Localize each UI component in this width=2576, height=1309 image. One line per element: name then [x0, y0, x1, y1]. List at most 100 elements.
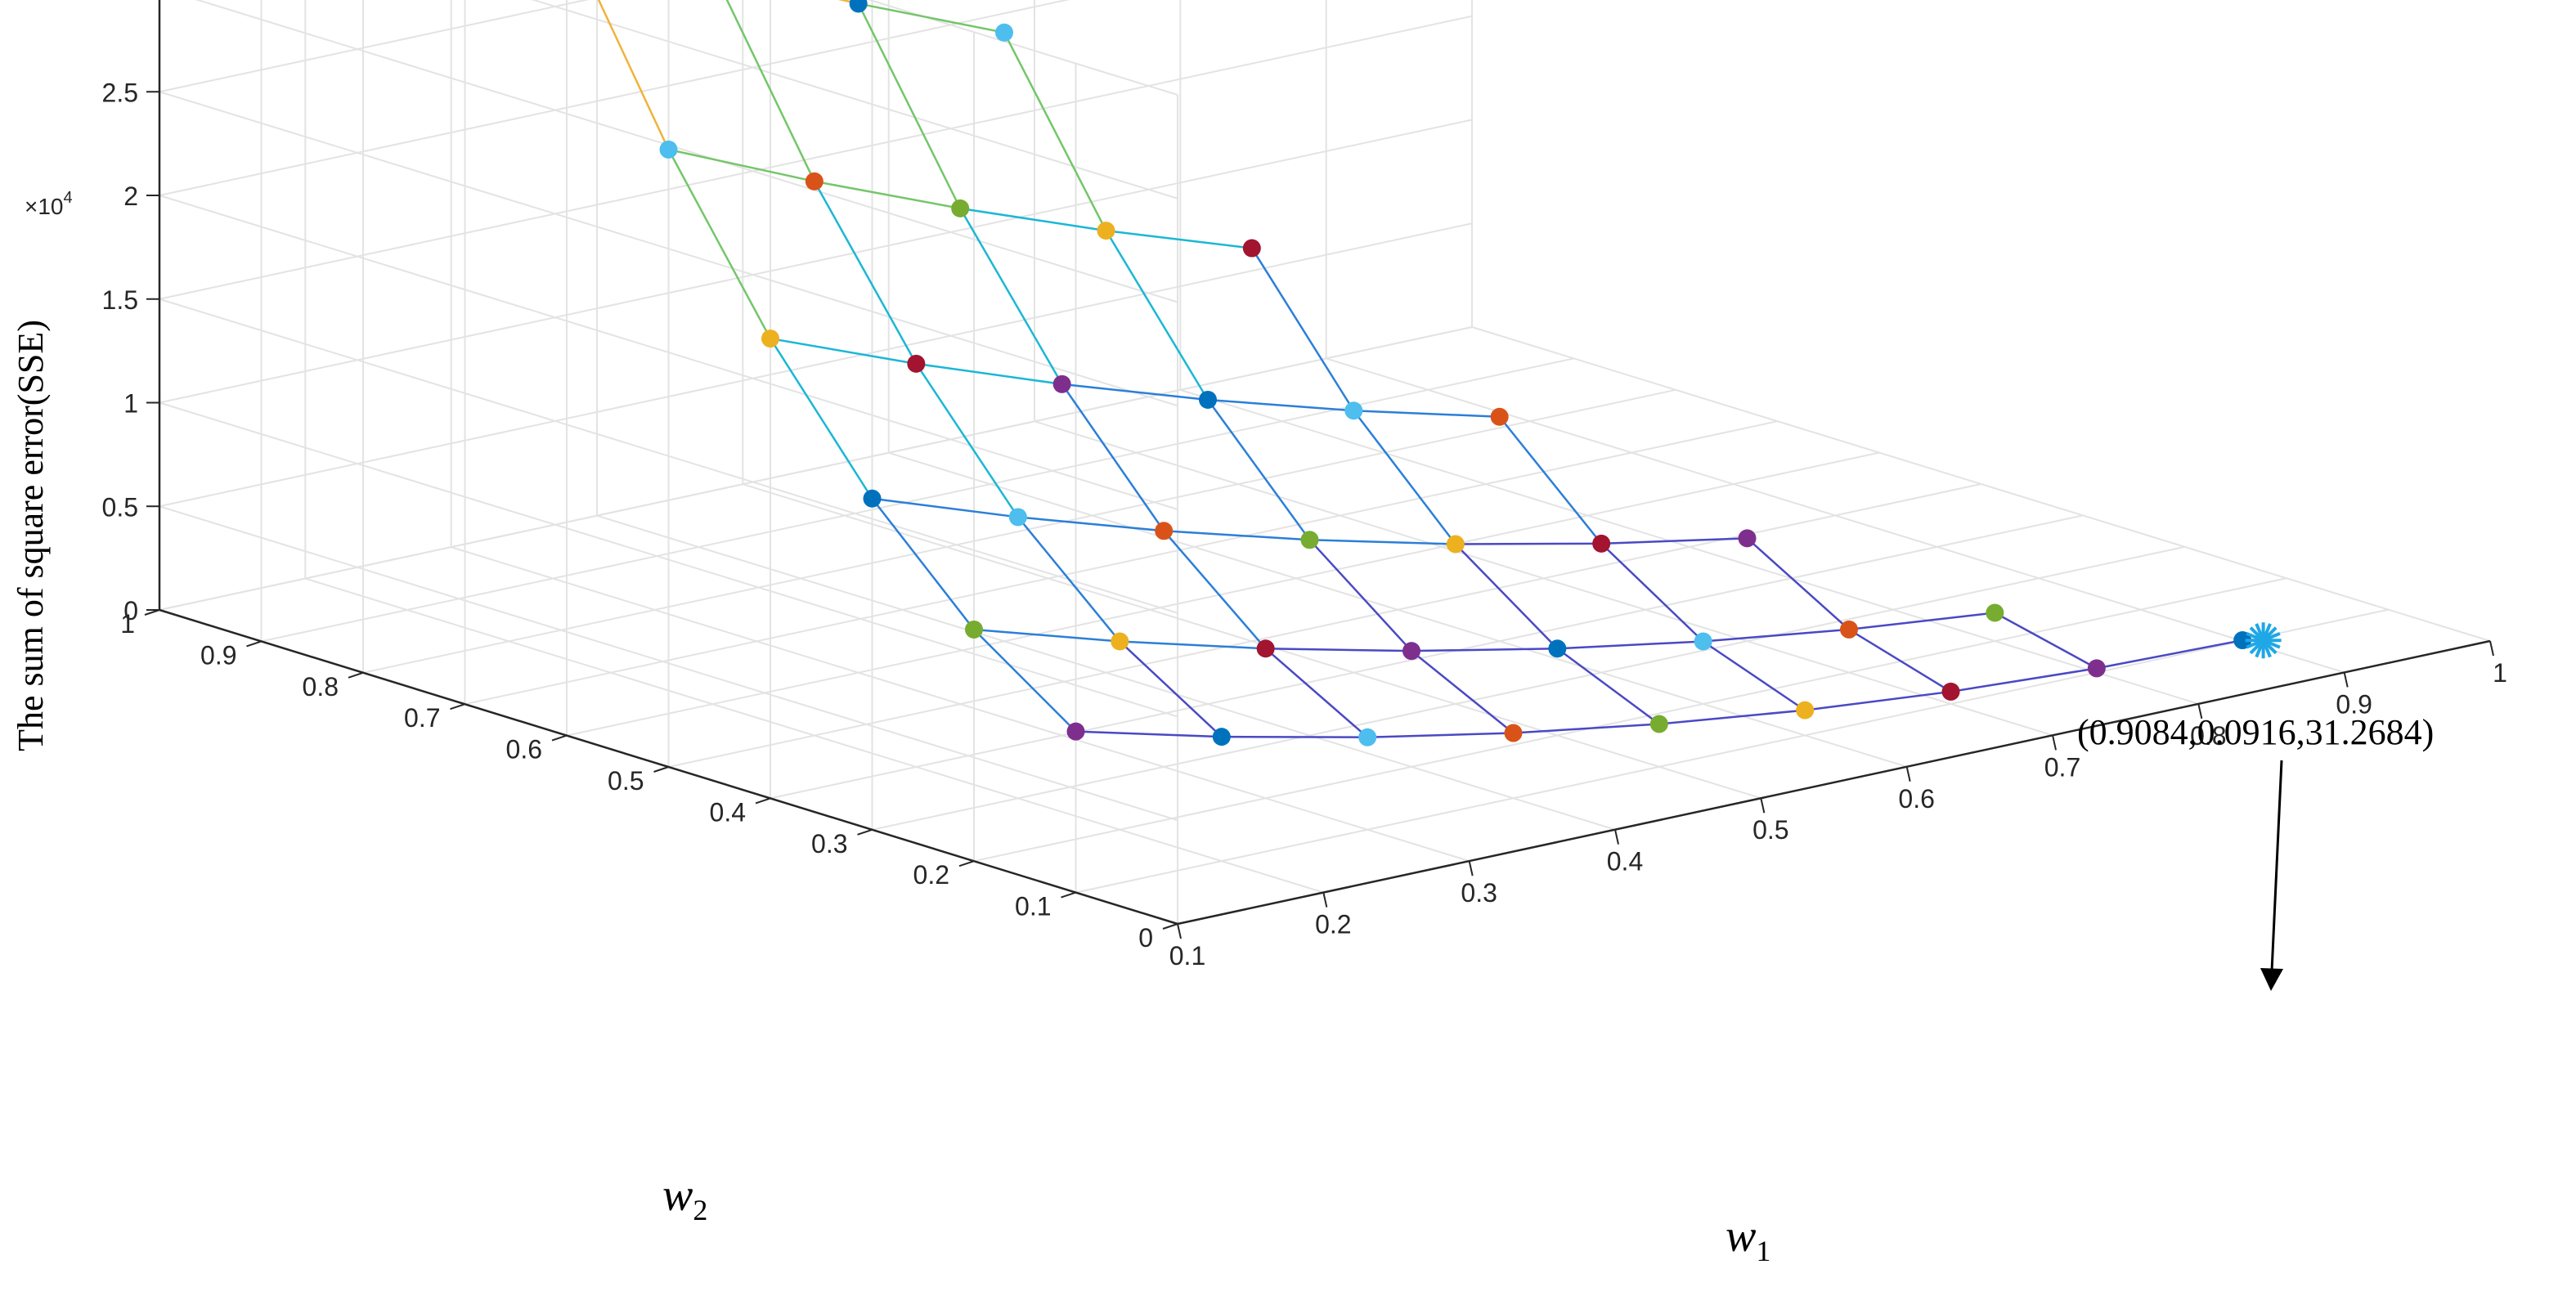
wall-gridline-z [159, 195, 1178, 510]
y-tick-label: 0.7 [404, 703, 440, 733]
z-tick-label: 2.5 [102, 78, 138, 107]
sse-point [1738, 529, 1757, 548]
axes-grid [158, 0, 2491, 926]
mesh-segment [916, 362, 1062, 386]
mesh-segment [872, 497, 1018, 518]
y-tick-label: 0.4 [710, 797, 746, 827]
wall-gridline-z [159, 0, 590, 93]
tick-labels: 0.10.20.30.40.50.60.70.80.9100.10.20.30.… [102, 0, 2507, 971]
sse-point [805, 172, 824, 191]
sse-point [1358, 728, 1377, 746]
wall-gridline-z [159, 15, 1473, 300]
y-tick-label: 0 [1138, 923, 1153, 953]
floor-gridline-y [973, 577, 2287, 863]
x-tick-label: 0.8 [2190, 721, 2226, 751]
x-tick-mark [1322, 892, 1328, 908]
y-tick-mark [958, 860, 975, 867]
wall-gridline-z [159, 0, 1070, 196]
mesh-segment [2096, 639, 2243, 670]
mesh-segment [1353, 410, 1500, 418]
wall-gridline-z [159, 91, 1178, 407]
mesh-segment [1805, 690, 1951, 711]
mesh-segment [857, 2, 962, 209]
sse-point [1649, 715, 1668, 733]
mesh-segment [1207, 398, 1354, 412]
sse-point [1840, 620, 1858, 639]
mesh-segment [813, 181, 918, 365]
floor-gridline-y [1075, 608, 2389, 894]
mesh-segment [1308, 539, 1412, 652]
mesh-segment [1950, 667, 2098, 693]
wall-gridline-z [159, 298, 1178, 614]
mesh-segment [1411, 650, 1515, 734]
z-tick-label: 1 [123, 389, 138, 419]
sse-point [1111, 632, 1129, 651]
mesh-segment [1703, 628, 1850, 643]
z-tick-label: 0.5 [102, 492, 138, 522]
sse-point [2087, 659, 2106, 678]
sse-point [951, 199, 970, 217]
x-tick-label: 0.3 [1461, 878, 1497, 908]
mesh-segment [1003, 32, 1107, 231]
x-tick-label: 0.1 [1169, 941, 1205, 971]
x-tick-label: 1 [2493, 658, 2507, 688]
x-tick-mark [1905, 766, 1911, 782]
y-tick-mark [1162, 923, 1178, 930]
sse-point [965, 620, 983, 639]
y-tick-label: 0.6 [506, 735, 542, 764]
sse-point [1212, 728, 1231, 746]
sse-point [761, 329, 779, 348]
mesh-segment [597, 0, 670, 150]
floor-gridline-y [566, 451, 1880, 737]
z-tick-label: 3 [123, 0, 138, 4]
optimum-arrow-head [2260, 968, 2283, 991]
wall-gridline-z [159, 326, 1473, 611]
mesh-segment [973, 628, 1120, 643]
sse-point [1796, 701, 1815, 720]
y-tick-mark [1061, 891, 1076, 899]
mesh-segment [1353, 410, 1456, 545]
sse-point [1097, 222, 1115, 240]
optimum-arrow-shaft [2270, 760, 2283, 972]
sse-point [1052, 374, 1071, 393]
mesh-segment [1994, 612, 2098, 670]
x-tick-mark [2052, 735, 2057, 751]
z-exponent-label: ×104 [25, 189, 73, 219]
mesh-segment [1264, 648, 1368, 738]
mesh-segment [725, 0, 815, 182]
sse-point [659, 140, 678, 159]
y-tick-label: 0.1 [1015, 892, 1051, 921]
wall-gridline-z [159, 222, 1473, 508]
wall-gridline-z [867, 0, 1178, 96]
mesh-segment [1206, 399, 1311, 541]
mesh-segment [1105, 230, 1209, 401]
sse-point [1256, 639, 1275, 658]
mesh-segment [668, 148, 815, 183]
sse-point [1402, 642, 1420, 661]
sse-point [1504, 724, 1523, 742]
x-tick-mark [2197, 703, 2203, 720]
z-tick-label: 2 [123, 182, 138, 211]
sse-point [995, 23, 1013, 42]
mesh-segment [1265, 648, 1412, 652]
mesh-segment [1600, 542, 1704, 643]
sse-point [1066, 722, 1085, 741]
y-tick-mark [348, 671, 364, 679]
mesh-segment [1411, 647, 1558, 652]
mesh-segment [1106, 229, 1252, 249]
sse-markers [659, 0, 2282, 746]
y-tick-mark [246, 640, 262, 648]
z-axis-label: The sum of square error(SSE) [11, 320, 51, 751]
sse-point [863, 489, 882, 508]
mesh-segment [1250, 247, 1355, 411]
sse-point [1199, 390, 1217, 409]
sse-point [1694, 632, 1712, 651]
mesh-segment [1556, 648, 1660, 725]
mesh-segment [1017, 516, 1165, 532]
y-axis-label: w2 [662, 1170, 707, 1226]
y-tick-mark [857, 828, 873, 836]
sse-point [1300, 531, 1319, 549]
sse-point [1490, 407, 1509, 426]
x-tick-label: 0.4 [1607, 847, 1643, 876]
x-tick-label: 0.2 [1315, 910, 1351, 939]
